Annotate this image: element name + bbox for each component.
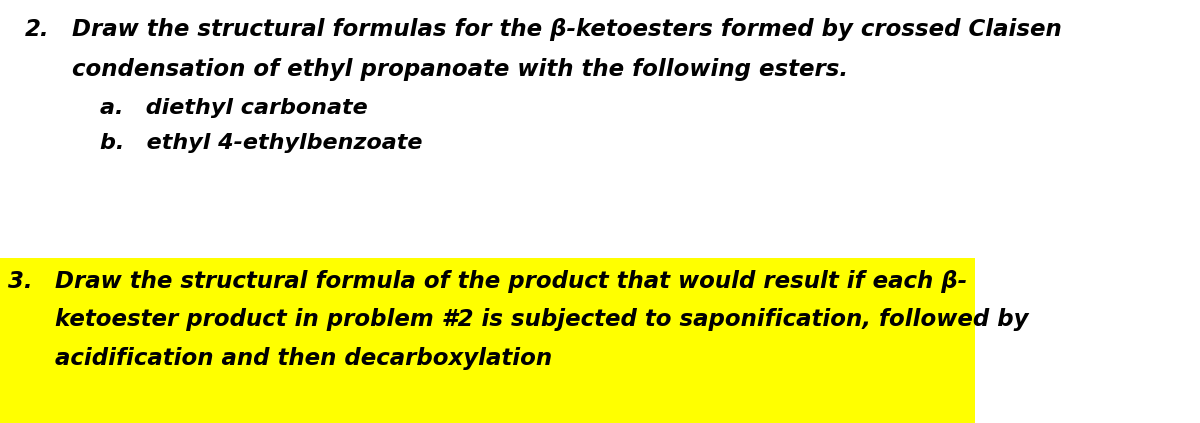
Text: a.  diethyl carbonate: a. diethyl carbonate: [100, 98, 367, 118]
Text: 2.: 2.: [25, 18, 49, 41]
Bar: [0, 258, 974, 423]
Text: ketoester product in problem #2 is subjected to saponification, followed by: ketoester product in problem #2 is subje…: [55, 308, 1028, 331]
Text: 3.: 3.: [8, 270, 32, 293]
Text: condensation of ethyl propanoate with the following esters.: condensation of ethyl propanoate with th…: [72, 58, 848, 81]
Text: Draw the structural formulas for the β-ketoesters formed by crossed Claisen: Draw the structural formulas for the β-k…: [72, 18, 1062, 41]
Text: b.  ethyl 4-ethylbenzoate: b. ethyl 4-ethylbenzoate: [100, 133, 422, 153]
Text: acidification and then decarboxylation: acidification and then decarboxylation: [55, 347, 552, 370]
Text: Draw the structural formula of the product that would result if each β-: Draw the structural formula of the produ…: [55, 270, 967, 293]
